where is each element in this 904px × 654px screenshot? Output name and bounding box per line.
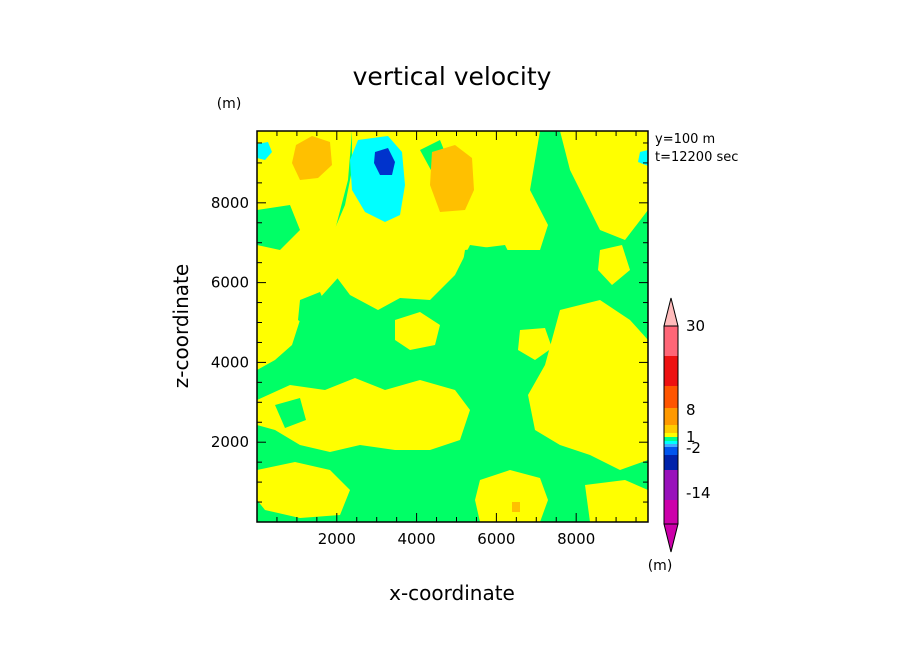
cyan-min-right-edge — [638, 150, 648, 166]
colorbar-segment — [664, 356, 678, 386]
y-tick-label: 4000 — [211, 353, 249, 371]
orange-maxima — [292, 136, 520, 512]
annotation-y-slice: y=100 m — [655, 132, 715, 147]
green-patch-upper-left — [257, 205, 300, 250]
plot-frame — [256, 130, 649, 523]
yellow-blob-right-center — [518, 328, 552, 360]
yellow-region-bottom-center — [475, 470, 548, 522]
x-tick-label: 6000 — [477, 530, 515, 548]
colorbar-segment — [664, 433, 678, 437]
x-tick-label: 4000 — [397, 530, 435, 548]
y-unit-label: (m) — [217, 96, 242, 112]
y-axis-label: z-coordinate — [169, 264, 193, 388]
annotation-time: t=12200 sec — [655, 150, 738, 165]
yellow-blob-center — [395, 312, 440, 350]
colorbar-tick-label: 1 — [686, 428, 696, 446]
colorbar-segment — [664, 447, 678, 455]
colorbar-segment — [664, 386, 678, 408]
y-tick-labels: 2000 4000 6000 8000 — [211, 194, 249, 451]
colorbar-unit-label: (m) — [648, 558, 673, 574]
colorbar-tick-label: 8 — [686, 401, 696, 419]
y-tick-label: 2000 — [211, 433, 249, 451]
colorbar-tick-label: 30 — [686, 317, 705, 335]
orange-max-left — [292, 136, 332, 180]
cyan-min-left-edge — [257, 142, 272, 160]
colorbar-tick-label: -2 — [686, 439, 701, 457]
colorbar-segment — [664, 500, 678, 524]
positive-regions — [257, 131, 648, 522]
blue-min-center — [374, 148, 395, 175]
green-patch-left — [298, 292, 330, 330]
yellow-region-upper-right — [560, 131, 648, 240]
yellow-region-bottom-right — [585, 480, 648, 522]
y-tick-label: 8000 — [211, 194, 249, 212]
colorbar-segment — [664, 425, 678, 433]
x-axis-label: x-coordinate — [389, 581, 515, 605]
colorbar-segment — [664, 441, 678, 444]
axis-ticks — [257, 131, 648, 522]
yellow-region-lower-center — [257, 378, 470, 452]
colorbar-bottom-triangle — [663, 523, 679, 553]
y-tick-label: 6000 — [211, 274, 249, 292]
colorbar-segment — [664, 470, 678, 500]
orange-max-bottom — [512, 502, 520, 512]
negative-regions — [257, 136, 648, 222]
yellow-blob-right — [598, 245, 630, 285]
yellow-region-lower-right — [528, 300, 648, 470]
yellow-region-left-column — [257, 131, 352, 370]
x-tick-label: 2000 — [318, 530, 356, 548]
orange-max-center — [430, 145, 474, 212]
colorbar — [663, 297, 679, 553]
chart-title: vertical velocity — [353, 62, 552, 91]
colorbar-top-triangle — [663, 297, 679, 327]
colorbar-segment — [664, 326, 678, 356]
colorbar-segment — [664, 408, 678, 425]
colorbar-labels: 30 8 1-2 -14 — [686, 317, 711, 502]
x-tick-labels: 2000 4000 6000 8000 — [318, 530, 596, 548]
colorbar-segment — [664, 437, 678, 441]
colorbar-segment — [664, 455, 678, 470]
colorbar-segment — [664, 444, 678, 447]
green-patches — [257, 140, 520, 428]
yellow-region-bottom-left — [257, 462, 350, 518]
colorbar-tick-label: -14 — [686, 484, 711, 502]
contour-field — [257, 131, 648, 522]
colorbar-frame — [663, 325, 679, 525]
green-patch-lower-left — [275, 398, 306, 428]
green-patch-center — [460, 245, 520, 320]
x-tick-label: 8000 — [557, 530, 595, 548]
